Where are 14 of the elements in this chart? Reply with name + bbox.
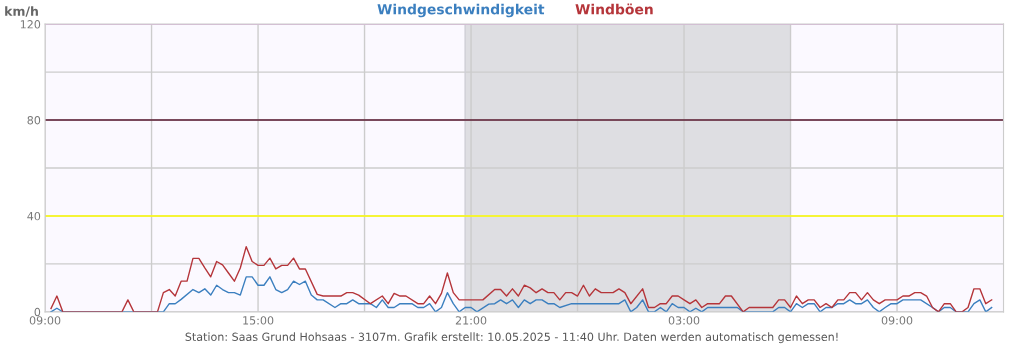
y-axis-title: km/h xyxy=(5,6,38,17)
line-series xyxy=(50,245,993,312)
x-tick-label: 21:00 xyxy=(455,316,487,325)
x-tick-label: 03:00 xyxy=(668,316,700,325)
x-tick-label: 15:00 xyxy=(243,316,274,325)
y-tick-label: 0 xyxy=(34,307,41,317)
y-tick-label: 120 xyxy=(20,20,41,29)
x-tick-label: 09:00 xyxy=(29,316,61,325)
text: Windgeschwindigkeit xyxy=(377,3,545,18)
text: Windböen xyxy=(575,3,653,15)
x-tick-label: 09:00 xyxy=(881,316,913,325)
text: Station: Saas Grund Hohsaas - 3107m. Grafik erstellt: 10.05.2025 - 11:40 Uhr. Daten werden automatisch gemessen! xyxy=(185,332,838,344)
y-tick-label: 40 xyxy=(27,211,41,221)
y-tick-label: 80 xyxy=(27,116,41,125)
